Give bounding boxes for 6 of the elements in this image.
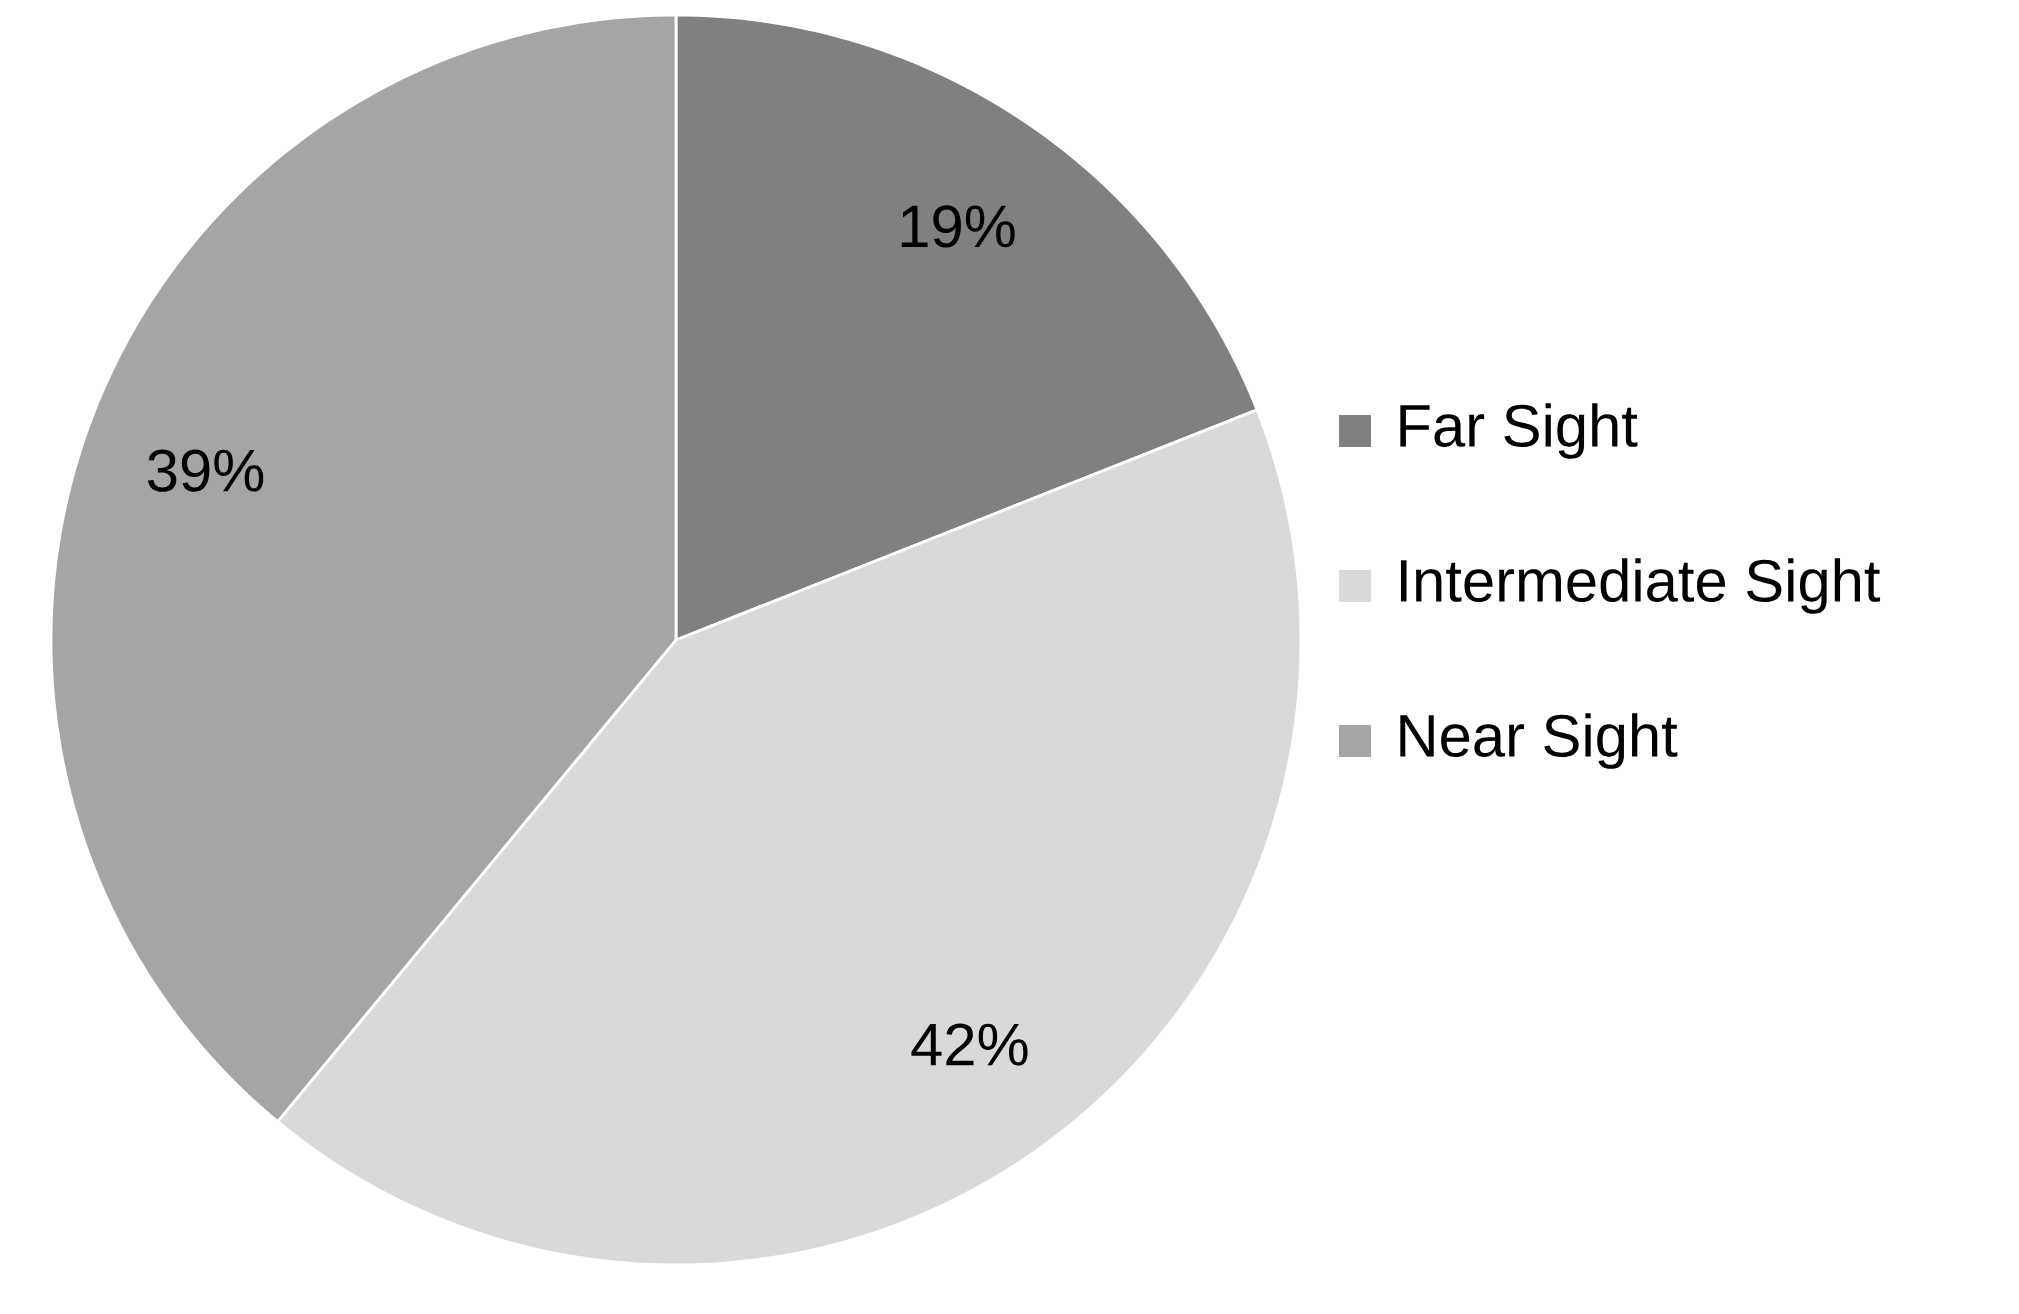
legend-label: Near Sight bbox=[1400, 713, 1678, 769]
data-label: 19% bbox=[901, 205, 1015, 248]
legend-label: Far Sight bbox=[1400, 403, 1638, 459]
data-label: 39% bbox=[148, 449, 264, 492]
legend-label: Intermediate Sight bbox=[1400, 558, 1881, 614]
data-label: 42% bbox=[911, 1023, 1028, 1066]
